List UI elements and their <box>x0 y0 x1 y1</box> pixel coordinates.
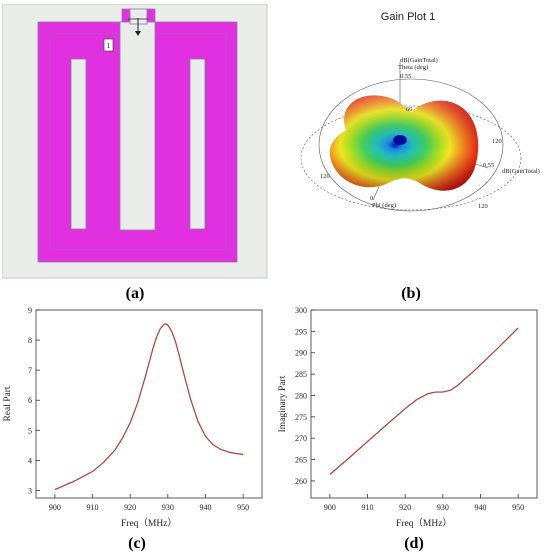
plot-frame <box>35 309 263 499</box>
y-tick-label: 9 <box>28 306 32 315</box>
slot-right <box>189 58 206 230</box>
y-tick-label: 280 <box>295 391 307 400</box>
series-line <box>329 327 519 475</box>
x-tick-label: 950 <box>512 503 524 512</box>
y-tick-label: 7 <box>28 366 32 375</box>
y-axis-label: Real Part <box>3 386 13 421</box>
x-tick-label: 920 <box>399 503 411 512</box>
y-tick-label: 270 <box>295 434 307 443</box>
y-tick-label: 275 <box>295 413 307 422</box>
slot-left <box>70 58 87 230</box>
gain-plot: Gain Plot 1 dB(GainTotal) Theta (deg) 0.… <box>300 11 540 212</box>
x-tick-label: 900 <box>49 503 61 512</box>
y-tick-label: 5 <box>28 426 32 435</box>
y-tick-label: 290 <box>295 349 307 358</box>
x-axis-label: Freq（MHz） <box>396 517 452 529</box>
y-tick-label: 4 <box>28 456 32 465</box>
tick-120-left: 120 <box>320 173 330 180</box>
y-tick-label: 8 <box>28 336 32 345</box>
gain-label: dB(GainTotal) <box>502 168 540 175</box>
y-tick-label: 295 <box>295 327 307 336</box>
y-axis-label: Imaginary Part <box>278 375 288 432</box>
y-tick-label: 6 <box>28 396 32 405</box>
port-label: 1 <box>107 42 111 50</box>
null-spot <box>393 135 407 145</box>
x-tick-label: 930 <box>437 503 449 512</box>
x-tick-label: 920 <box>124 503 136 512</box>
x-tick-label: 940 <box>200 503 212 512</box>
tick-60: 60 <box>406 106 413 113</box>
plot-frame <box>310 309 538 499</box>
y-tick-label: 260 <box>295 477 307 486</box>
phi-ring <box>300 105 522 211</box>
series-line <box>54 323 244 491</box>
y-tick-label: 265 <box>295 456 307 465</box>
tick-0: 0 <box>370 195 373 202</box>
port-marker <box>103 38 114 52</box>
theta-ring <box>318 78 504 212</box>
x-tick-label: 930 <box>162 503 174 512</box>
caption-d: (d) <box>404 535 424 552</box>
x-tick-label: 950 <box>237 503 249 512</box>
real-part-chart: 900 910 920 930 940 950 3 4 5 6 7 8 9 Freq（MHz） Real P… <box>3 306 263 529</box>
phi-label: Phi (deg) <box>372 202 396 209</box>
gain-plot-title: Gain Plot 1 <box>381 11 435 23</box>
tick-120-bottom: 120 <box>478 203 488 210</box>
x-tick-label: 900 <box>324 503 336 512</box>
x-axis-label: Freq（MHz） <box>121 517 177 529</box>
top-axis-label: dB(GainTotal) <box>400 57 438 64</box>
tick-55-top: 0.55 <box>400 73 411 80</box>
caption-c: (c) <box>128 535 146 552</box>
caption-b: (b) <box>401 285 421 302</box>
slot-center <box>119 21 156 231</box>
x-tick-label: 910 <box>87 503 99 512</box>
caption-a: (a) <box>125 285 145 302</box>
x-tick-label: 910 <box>362 503 374 512</box>
tick-55-right: 0.55 <box>483 162 494 169</box>
imaginary-part-chart: 900 910 920 930 940 950 260 265 270 275 280 285 290 2… <box>278 306 538 529</box>
theta-label: Theta (deg) <box>398 64 428 71</box>
y-tick-label: 300 <box>295 306 307 315</box>
feed-arrow-icon <box>135 31 141 36</box>
y-tick-label: 3 <box>28 486 32 495</box>
y-tick-label: 285 <box>295 370 307 379</box>
x-tick-label: 940 <box>475 503 487 512</box>
tick-120-right: 120 <box>492 138 502 145</box>
antenna-layout: 1 <box>2 4 268 279</box>
